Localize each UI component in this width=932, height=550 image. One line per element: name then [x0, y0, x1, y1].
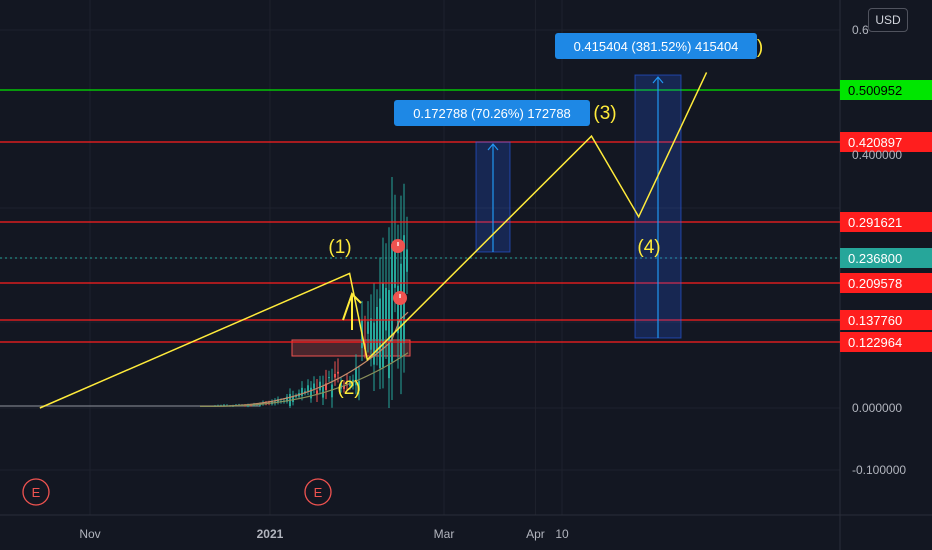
price-level-tag[interactable] [840, 248, 932, 268]
candle-body [247, 405, 249, 407]
candle-body [403, 235, 405, 344]
price-level-tag[interactable] [840, 80, 932, 100]
candle-body [313, 383, 315, 389]
candle-body [334, 373, 336, 378]
candle-body [325, 383, 327, 391]
candle-body [331, 384, 333, 398]
candle-body [385, 287, 387, 331]
y-tick-label: 0.000000 [852, 401, 902, 415]
candle-body [394, 239, 396, 288]
candle-body [376, 306, 378, 354]
price-level-label: 0.209578 [848, 276, 902, 291]
price-level-tag[interactable] [840, 332, 932, 352]
candle-body [388, 290, 390, 379]
price-level-tag[interactable] [840, 212, 932, 232]
price-level-label: 0.291621 [848, 215, 902, 230]
candle-body [406, 249, 408, 272]
candle-body [340, 383, 342, 389]
candle-body [328, 377, 330, 379]
candle-body [337, 371, 339, 374]
measure-label-bg [555, 33, 757, 59]
price-level-tag[interactable] [840, 132, 932, 152]
candle-body [292, 395, 294, 402]
measure-arrowhead [487, 143, 499, 151]
x-tick-label: Apr [526, 527, 545, 541]
candle-body [367, 321, 369, 334]
candle-body [259, 404, 261, 406]
x-tick-label: Nov [79, 527, 100, 541]
candle-body [223, 404, 225, 406]
price-level-label: 0.137760 [848, 313, 902, 328]
candle-body [391, 244, 393, 362]
candle-body [301, 387, 303, 396]
x-tick-label: Mar [434, 527, 455, 541]
candle-body [358, 381, 360, 391]
candle-body [310, 387, 312, 399]
price-level-label: 0.500952 [848, 83, 902, 98]
candle-body [343, 385, 345, 389]
price-level-label: 0.420897 [848, 135, 902, 150]
y-tick-label: 0.400000 [852, 148, 902, 162]
candle-body [400, 263, 402, 357]
measure-label-bg [394, 100, 590, 126]
event-marker-icon[interactable] [304, 478, 332, 506]
candle-body [382, 283, 384, 368]
candle-body [307, 385, 309, 392]
measure-arrowhead [652, 76, 664, 84]
elliott-wave-line [39, 72, 708, 409]
candle-body [277, 399, 279, 403]
price-level-tag[interactable] [840, 310, 932, 330]
candle-body [316, 390, 318, 395]
measure-label: 0.415404 (381.52%) 415404 [574, 39, 739, 54]
candle-body [250, 405, 252, 407]
candle-body [319, 381, 321, 391]
wave-label: (3) [593, 103, 616, 124]
measure-label: 0.172788 (70.26%) 172788 [413, 106, 571, 121]
candle-body [286, 396, 288, 402]
moving-average-2 [199, 352, 409, 407]
candle-body [355, 367, 357, 386]
wave-label: ) [757, 37, 763, 58]
candle-body [397, 285, 399, 334]
currency-button[interactable]: USD [868, 8, 908, 32]
candle-body [379, 298, 381, 369]
wave-label: (4) [637, 237, 660, 258]
wave-label: (2) [337, 378, 360, 399]
price-level-label: 0.236800 [848, 251, 902, 266]
price-level-tag[interactable] [840, 273, 932, 293]
candle-body [295, 395, 297, 397]
y-tick-label-partial: 0.6 [852, 23, 869, 37]
candle-body [373, 322, 375, 365]
price-level-label: 0.122964 [848, 335, 902, 350]
event-marker-label: E [314, 485, 323, 500]
y-tick-label: -0.100000 [852, 463, 906, 477]
candle-body [352, 379, 354, 386]
event-marker-icon[interactable] [22, 478, 50, 506]
x-tick-label: 10 [555, 527, 569, 541]
event-marker-label: E [32, 485, 41, 500]
candle-body [370, 318, 372, 350]
wave-label: (1) [328, 237, 351, 258]
x-tick-label: 2021 [257, 527, 284, 541]
